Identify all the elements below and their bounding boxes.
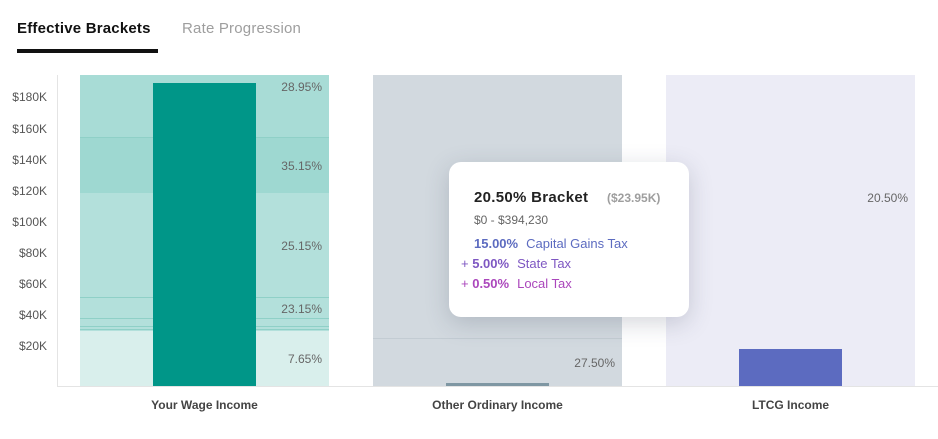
rate-label: 35.15% [281,159,322,173]
bracket-tooltip: 20.50% Bracket ($23.95K) $0 - $394,230 1… [449,162,689,317]
tooltip-row-label: Capital Gains Tax [526,236,628,251]
x-label-other-ordinary-income: Other Ordinary Income [432,398,563,412]
y-tick-160k: $160K [12,122,47,136]
x-label-ltcg-income: LTCG Income [751,398,830,412]
y-tick-20k: $20K [18,339,47,353]
tooltip-range: $0 - $394,230 [474,213,549,227]
bracket-divider [373,338,622,339]
tooltip-row-prefix: + [461,276,469,291]
tab-rate-progression[interactable]: Rate Progression [182,20,302,37]
rate-label: 23.15% [281,302,322,316]
rate-label: 27.50% [574,356,615,370]
ltcg-income-column[interactable]: 20.50% [666,75,915,386]
rate-label: 7.65% [287,352,322,366]
y-tick-180k: $180K [12,90,47,104]
wage-income-column[interactable]: 28.95% 35.15% 25.15% 23.15% 7.65% [80,75,329,386]
y-tick-100k: $100K [12,215,47,229]
tooltip-row-capital-gains: 15.00% Capital Gains Tax [474,236,628,251]
y-tick-80k: $80K [18,246,47,260]
rate-label: 20.50% [867,191,908,205]
tooltip-row-label: Local Tax [517,276,572,291]
active-tab-indicator [17,49,158,53]
y-axis-line [57,75,58,386]
y-tick-40k: $40K [18,308,47,322]
rate-label: 25.15% [281,239,322,253]
x-label-wage-income: Your Wage Income [151,398,258,412]
tooltip-row-label: State Tax [517,256,572,271]
wage-income-bar[interactable] [153,83,256,386]
y-tick-140k: $140K [12,153,47,167]
tab-effective-brackets[interactable]: Effective Brackets [17,20,151,37]
y-tick-120k: $120K [12,184,47,198]
tooltip-row-local-tax: + 0.50% Local Tax [461,276,572,291]
tooltip-row-pct: 0.50% [472,276,510,291]
y-tick-60k: $60K [18,277,47,291]
tooltip-amount: ($23.95K) [607,191,661,205]
tooltip-row-pct: 5.00% [472,256,510,271]
x-axis-line [57,386,938,387]
tooltip-title: 20.50% Bracket [474,189,589,206]
rate-label: 28.95% [281,80,322,94]
tooltip-row-pct: 15.00% [474,236,519,251]
tooltip-row-state-tax: + 5.00% State Tax [461,256,571,271]
tooltip-row-prefix: + [461,256,469,271]
ltcg-income-bar[interactable] [739,349,842,386]
other-ordinary-income-bar[interactable] [446,383,549,386]
